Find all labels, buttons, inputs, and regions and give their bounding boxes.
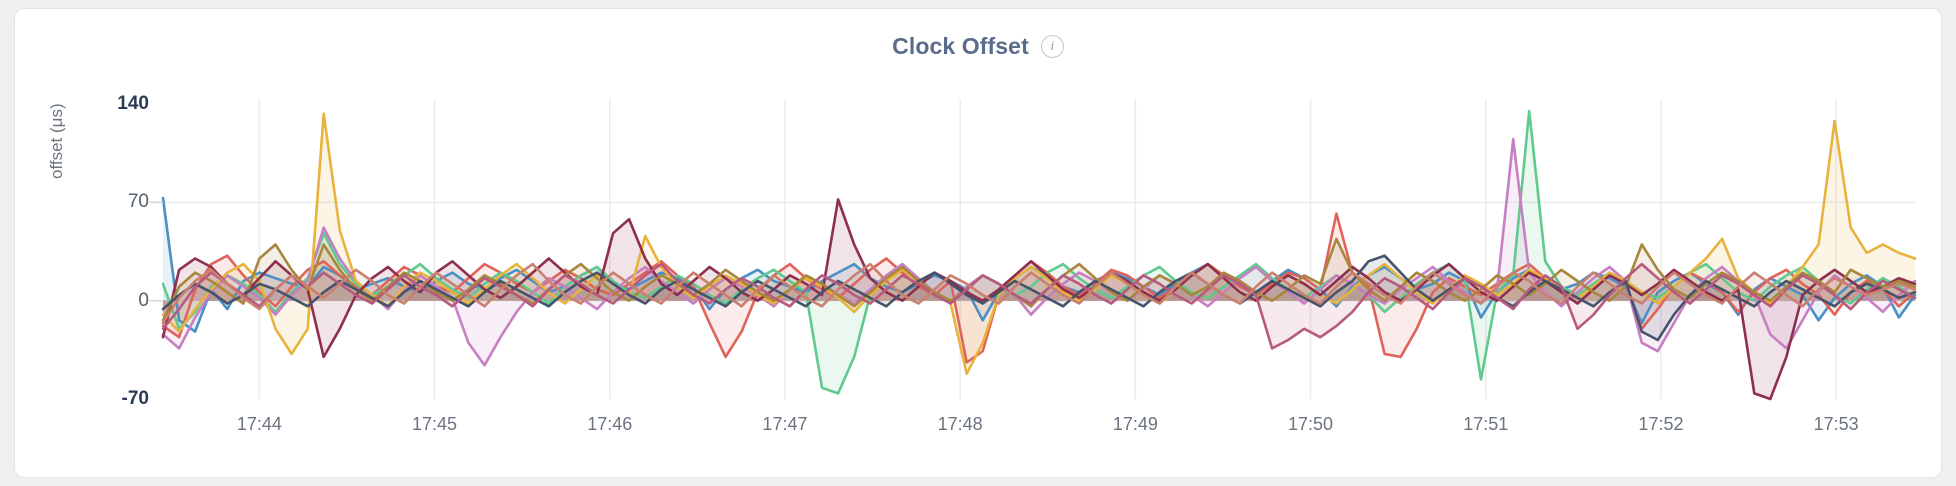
y-axis-tick-label: 70 bbox=[127, 191, 149, 213]
line-chart-svg bbox=[149, 99, 1917, 401]
card-header: Clock Offset i bbox=[15, 33, 1941, 60]
series-line[interactable] bbox=[161, 262, 1917, 350]
x-axis-tick-label: 17:49 bbox=[1112, 414, 1158, 434]
x-axis-tick-label: 17:50 bbox=[1288, 414, 1334, 434]
x-axis-tick-label: 17:48 bbox=[937, 414, 983, 434]
y-axis-tick-label: -70 bbox=[121, 388, 149, 409]
x-axis-tick-label: 17:51 bbox=[1463, 414, 1509, 434]
x-axis-tick-label: 17:45 bbox=[412, 414, 458, 434]
x-axis-tick-label: 17:46 bbox=[587, 414, 633, 434]
clock-offset-card: Clock Offset i offset (μs) 140 70 0 -70 17:… bbox=[14, 8, 1942, 478]
x-axis-tick-label: 17:47 bbox=[762, 414, 808, 434]
x-axis-tick-label: 17:44 bbox=[236, 414, 282, 434]
x-axis-tick-label: 17:53 bbox=[1813, 414, 1859, 434]
series-line[interactable] bbox=[161, 109, 1917, 395]
info-icon[interactable]: i bbox=[1040, 35, 1064, 58]
series-area bbox=[163, 111, 1915, 394]
y-axis-tick-label: 140 bbox=[117, 93, 149, 114]
y-axis-tick-label: 0 bbox=[138, 289, 149, 311]
x-axis-tick-label: 17:52 bbox=[1638, 414, 1684, 434]
series-line[interactable] bbox=[161, 262, 1917, 325]
series-area bbox=[163, 213, 1915, 363]
y-axis-tick-labels: 140 70 0 -70 bbox=[75, 9, 149, 479]
page-title: Clock Offset bbox=[892, 33, 1029, 59]
chart-container: offset (μs) 140 70 0 -70 17:44 17:45 17:46 17:… bbox=[15, 9, 1943, 479]
